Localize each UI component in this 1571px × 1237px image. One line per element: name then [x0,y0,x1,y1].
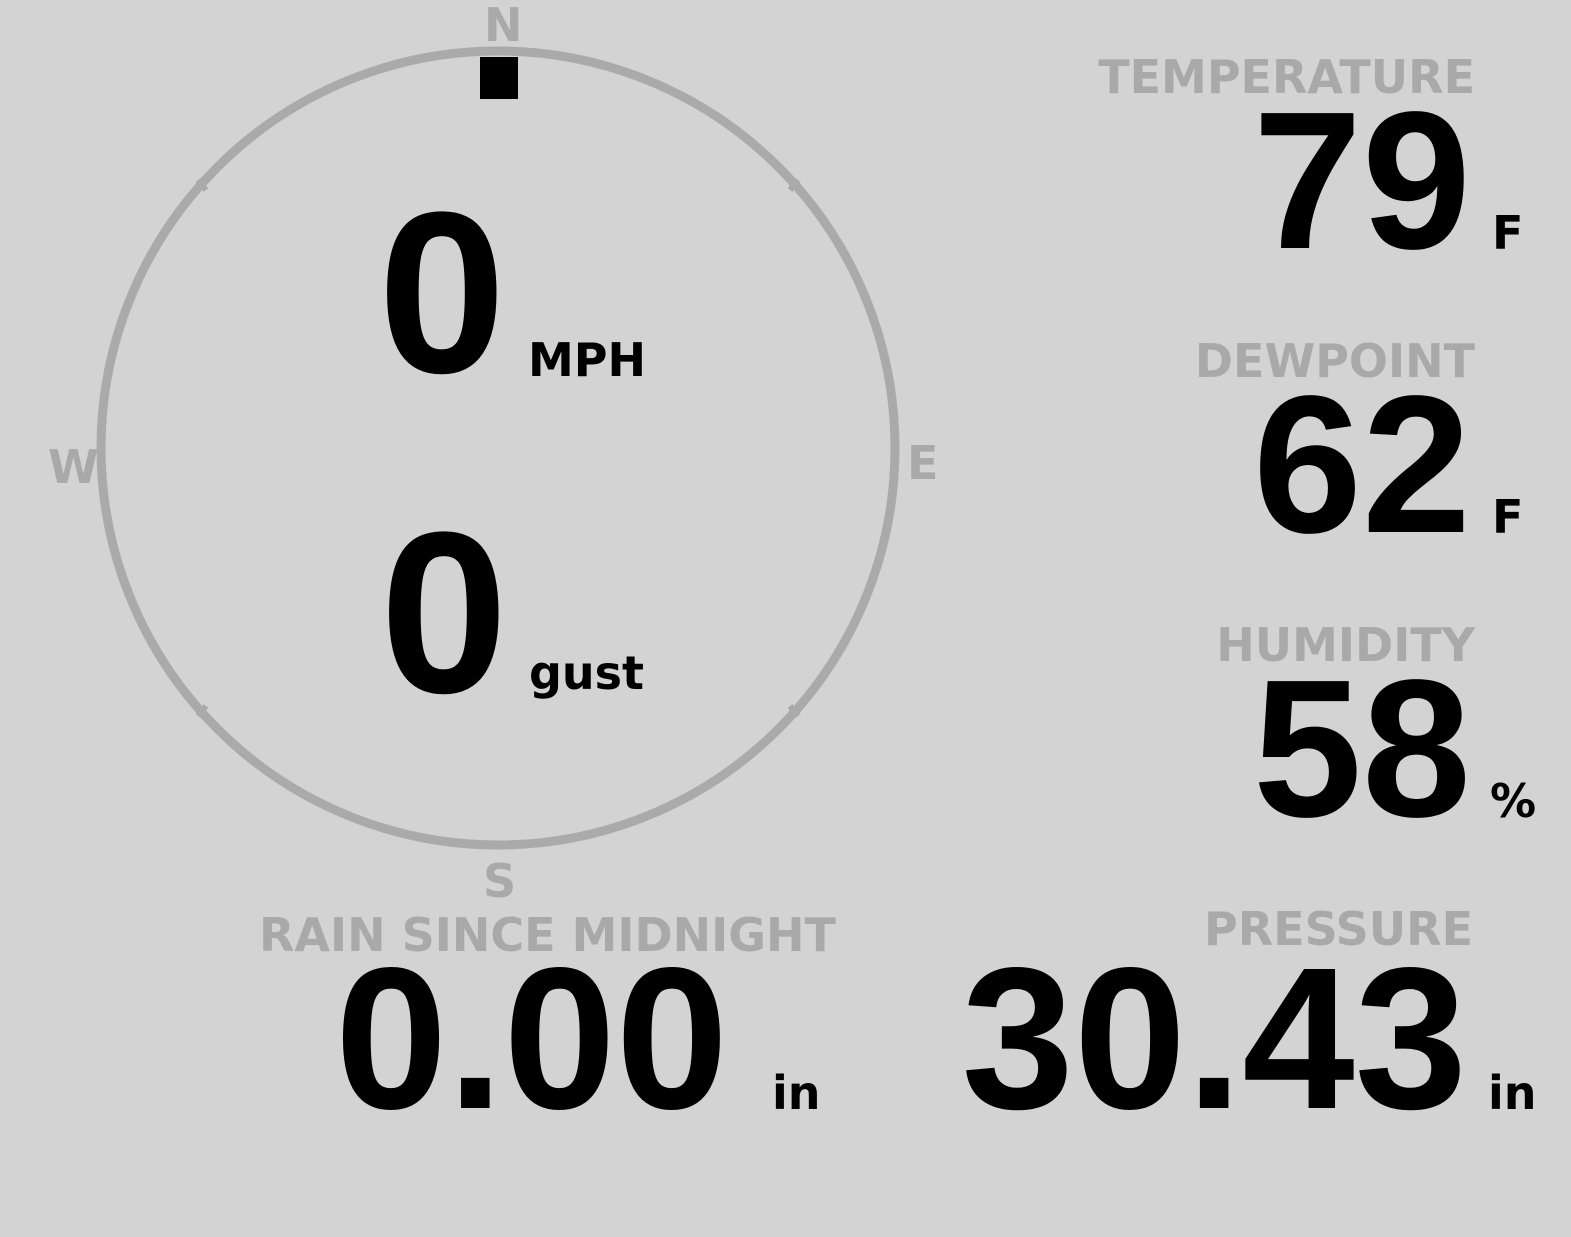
pressure-unit: in [1488,1066,1537,1120]
compass-south-label: S [483,854,517,908]
pressure-label: PRESSURE [1204,902,1473,956]
compass-ticks [195,178,801,718]
dewpoint-label: DEWPOINT [1194,334,1475,388]
compass-east-label: E [907,436,939,490]
temperature-value: 79 [1252,71,1471,290]
temperature-unit: F [1492,206,1524,260]
compass-west-label: W [48,440,99,494]
wind-gust-unit: gust [529,646,645,700]
wind-speed-value: 0 [378,164,506,421]
temperature-label: TEMPERATURE [1098,50,1475,104]
dewpoint-value: 62 [1252,355,1471,574]
rain-unit: in [772,1066,821,1120]
pressure-value: 30.43 [961,925,1468,1151]
rain-value: 0.00 [335,925,729,1151]
humidity-value: 58 [1252,639,1471,858]
humidity-label: HUMIDITY [1216,618,1475,672]
humidity-unit: % [1490,774,1537,828]
compass-ring [96,46,900,850]
wind-gust-value: 0 [380,484,508,741]
dewpoint-unit: F [1492,490,1524,544]
compass-north-label: N [484,0,523,52]
wind-speed-unit: MPH [528,333,646,387]
wind-compass [96,46,900,850]
wind-direction-indicator [480,57,518,99]
rain-label: RAIN SINCE MIDNIGHT [259,908,836,962]
